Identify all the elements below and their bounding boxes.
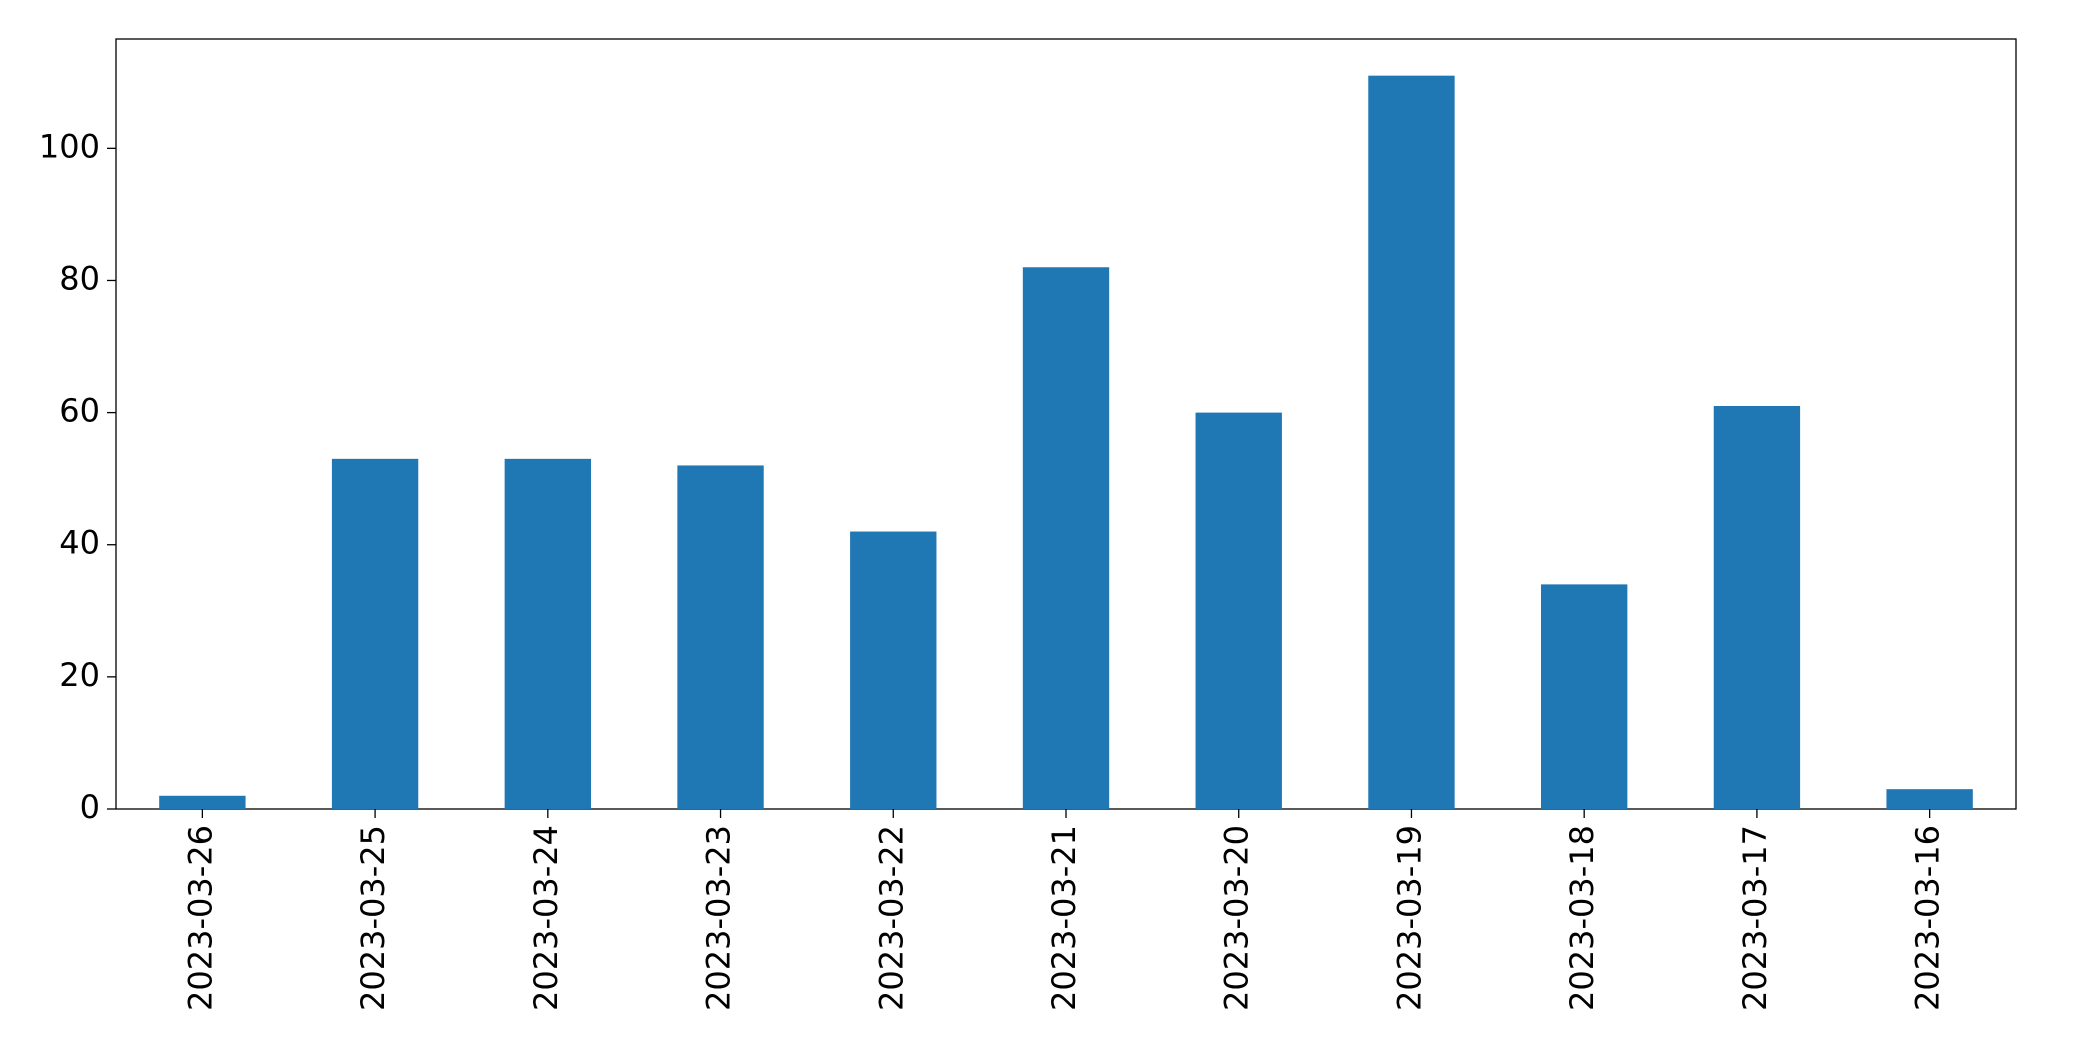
bar xyxy=(159,795,246,809)
bar xyxy=(331,458,419,809)
x-tick-label: 2023-03-22 xyxy=(872,825,910,1011)
bar xyxy=(1541,584,1628,809)
bar xyxy=(1886,789,1973,809)
y-tick-label: 80 xyxy=(59,259,100,297)
x-tick-label: 2023-03-20 xyxy=(1218,825,1256,1011)
bar xyxy=(677,465,764,809)
x-tick-label: 2023-03-19 xyxy=(1390,825,1428,1011)
y-tick-label: 40 xyxy=(59,524,100,562)
y-tick-label: 60 xyxy=(59,392,100,430)
bar xyxy=(850,531,937,809)
x-tick-label: 2023-03-26 xyxy=(181,825,219,1011)
x-tick-label: 2023-03-24 xyxy=(527,825,565,1011)
x-tick-label: 2023-03-23 xyxy=(700,825,738,1011)
y-tick-label: 0 xyxy=(80,788,100,826)
bar xyxy=(1022,267,1110,809)
x-tick-label: 2023-03-18 xyxy=(1563,825,1601,1011)
x-tick-label: 2023-03-25 xyxy=(354,825,392,1011)
y-tick-label: 100 xyxy=(39,127,100,165)
bar xyxy=(1713,405,1801,809)
y-tick-label: 20 xyxy=(59,656,100,694)
bar xyxy=(1195,412,1282,809)
x-tick-label: 2023-03-17 xyxy=(1736,825,1774,1011)
x-tick-label: 2023-03-21 xyxy=(1045,825,1083,1011)
bar xyxy=(504,458,591,809)
x-tick-label: 2023-03-16 xyxy=(1909,825,1947,1011)
bar xyxy=(1368,75,1455,809)
